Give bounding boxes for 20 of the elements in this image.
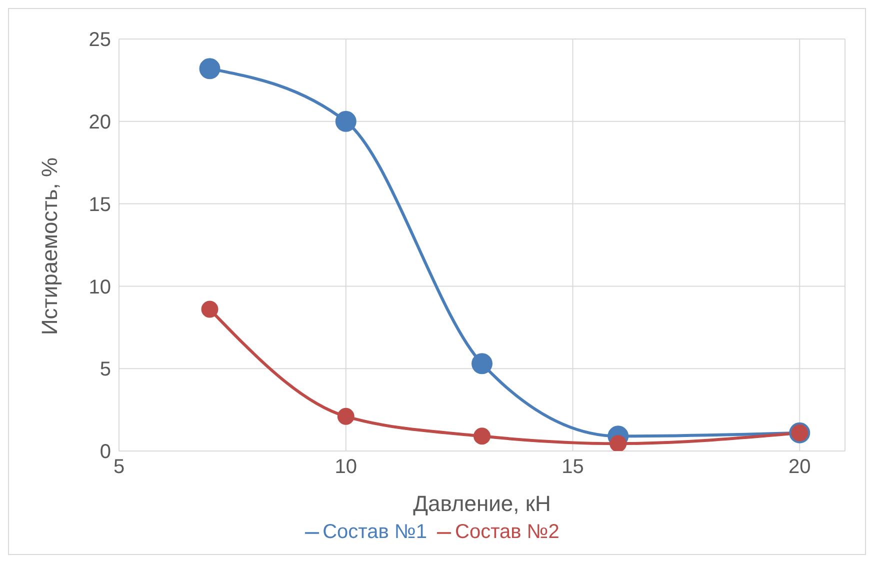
point	[335, 110, 356, 132]
y-axis-title: Истираемость, %	[36, 157, 62, 335]
y-tick-label: 15	[88, 194, 111, 216]
legend-label: Состав №1	[322, 521, 427, 543]
x-axis-title: Давление, кН	[413, 491, 551, 516]
point	[201, 300, 218, 318]
y-tick-label: 25	[88, 29, 111, 52]
x-tick-label: 15	[562, 456, 584, 478]
point	[337, 408, 354, 425]
point	[472, 353, 492, 374]
point	[199, 58, 220, 80]
point	[610, 435, 627, 451]
x-tick-label: 20	[788, 456, 811, 478]
y-tick-label: 10	[88, 276, 111, 298]
x-tick-label: 10	[334, 456, 357, 478]
legend-label: Состав №2	[455, 521, 560, 543]
y-tick-label: 20	[88, 112, 111, 134]
point	[474, 428, 490, 445]
y-tick-label: 5	[100, 358, 111, 381]
y-tick-label: 0	[100, 441, 111, 464]
